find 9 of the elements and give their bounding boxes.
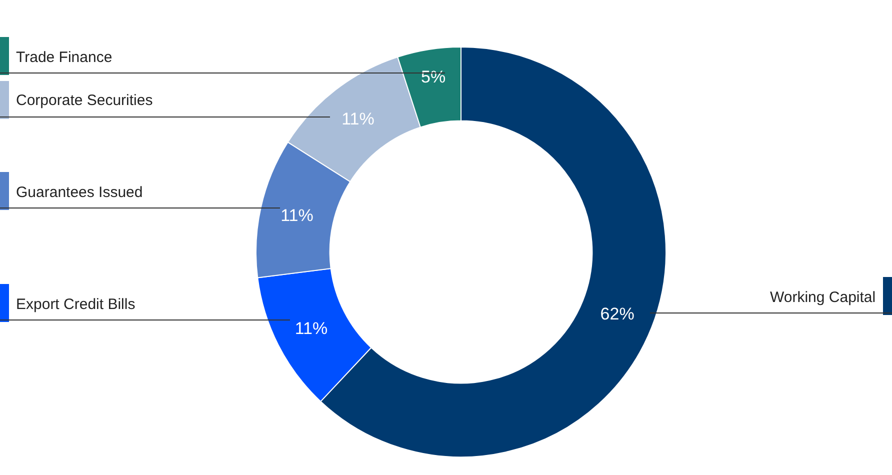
data-label: 11% bbox=[342, 110, 374, 129]
data-label: 11% bbox=[294, 318, 328, 338]
slice-label: Trade Finance bbox=[16, 49, 112, 66]
data-label: 62% bbox=[600, 304, 634, 324]
data-label: 11% bbox=[280, 206, 314, 225]
slice-label: Export Credit Bills bbox=[16, 296, 136, 313]
slice-label: Guarantees Issued bbox=[16, 184, 143, 201]
slice-label: Working Capital bbox=[770, 289, 876, 306]
slice-label: Corporate Securities bbox=[16, 92, 153, 109]
